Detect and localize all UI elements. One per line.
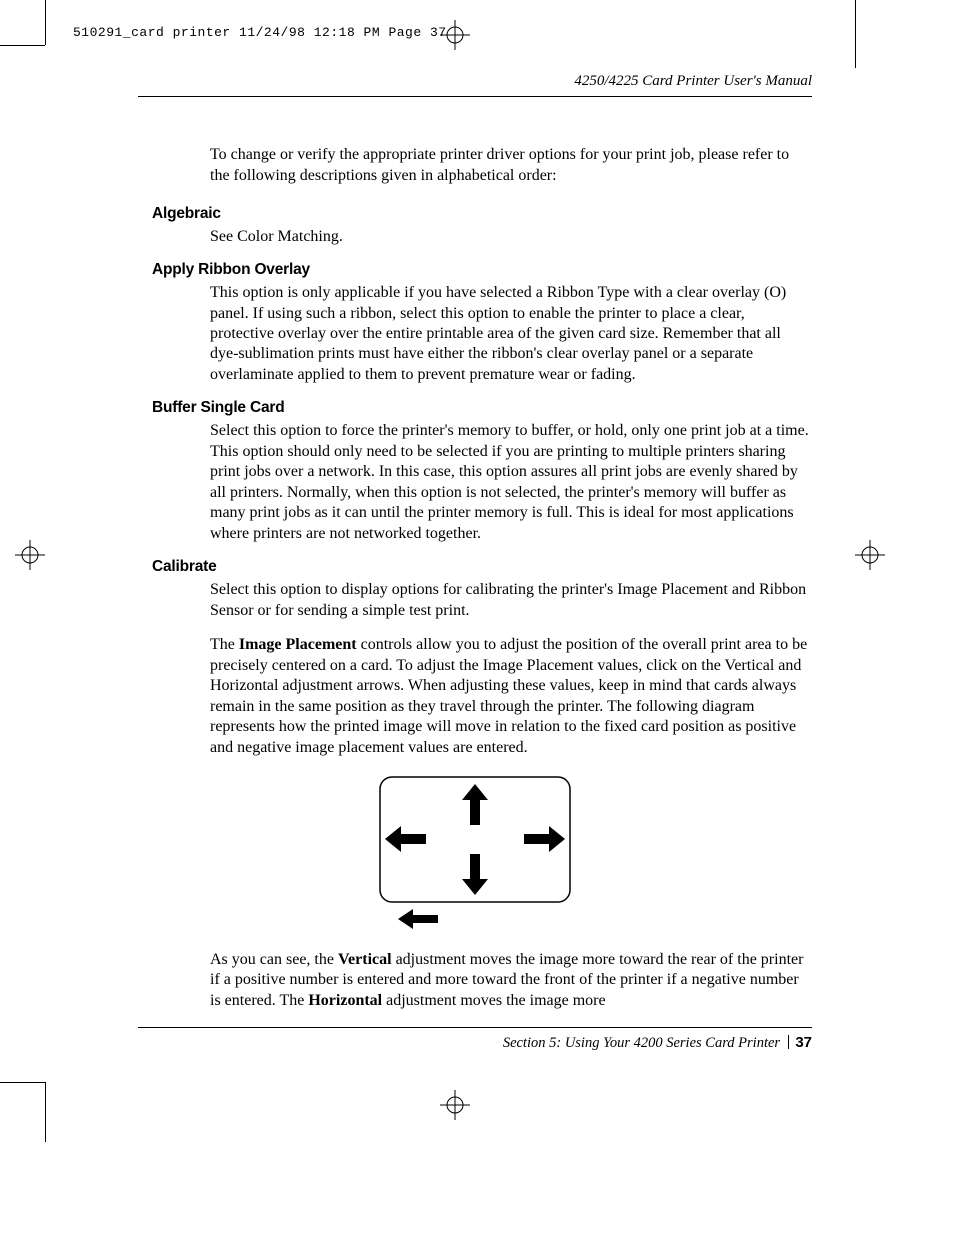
- crop-mark: [45, 1082, 46, 1142]
- intro-paragraph: To change or verify the appropriate prin…: [210, 145, 812, 187]
- text-fragment: controls allow you to adjust the positio…: [210, 636, 807, 755]
- crop-mark: [0, 45, 45, 46]
- footer-divider: [788, 1035, 789, 1049]
- registration-mark-icon: [855, 540, 885, 570]
- card-arrows-icon: [370, 772, 580, 932]
- body-calibrate-p3: As you can see, the Vertical adjustment …: [210, 950, 812, 1011]
- text-fragment: The: [210, 636, 239, 653]
- heading-buffer-single-card: Buffer Single Card: [152, 399, 812, 417]
- body-algebraic: See Color Matching.: [210, 227, 812, 247]
- body-apply-ribbon-overlay: This option is only applicable if you ha…: [210, 283, 812, 385]
- crop-mark: [45, 0, 46, 45]
- footer-section: Section 5: Using Your 4200 Series Card P…: [503, 1035, 780, 1051]
- bold-vertical: Vertical: [338, 951, 392, 968]
- text-fragment: As you can see, the: [210, 951, 338, 968]
- page-content: 4250/4225 Card Printer User's Manual To …: [138, 73, 812, 1025]
- registration-mark-icon: [15, 540, 45, 570]
- crop-mark: [0, 1082, 45, 1083]
- registration-mark-icon: [440, 1090, 470, 1120]
- crop-mark: [855, 0, 856, 68]
- body-buffer-single-card: Select this option to force the printer'…: [210, 421, 812, 544]
- body-calibrate-p2: The Image Placement controls allow you t…: [210, 635, 812, 758]
- print-slug: 510291_card printer 11/24/98 12:18 PM Pa…: [73, 25, 447, 40]
- heading-apply-ribbon-overlay: Apply Ribbon Overlay: [152, 261, 812, 279]
- running-header: 4250/4225 Card Printer User's Manual: [138, 73, 812, 97]
- text-fragment: adjustment moves the image more: [382, 992, 606, 1009]
- heading-calibrate: Calibrate: [152, 558, 812, 576]
- heading-algebraic: Algebraic: [152, 205, 812, 223]
- page-number: 37: [795, 1034, 812, 1051]
- bold-horizontal: Horizontal: [308, 992, 382, 1009]
- running-footer: Section 5: Using Your 4200 Series Card P…: [138, 1027, 812, 1052]
- bold-image-placement: Image Placement: [239, 636, 357, 653]
- body-calibrate-p1: Select this option to display options fo…: [210, 580, 812, 621]
- placement-diagram: [138, 772, 812, 932]
